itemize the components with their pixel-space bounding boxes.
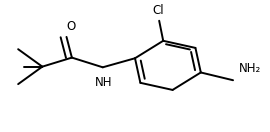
Text: O: O [66,20,75,33]
Text: NH: NH [95,76,113,89]
Text: NH₂: NH₂ [238,62,261,75]
Text: Cl: Cl [152,4,164,17]
